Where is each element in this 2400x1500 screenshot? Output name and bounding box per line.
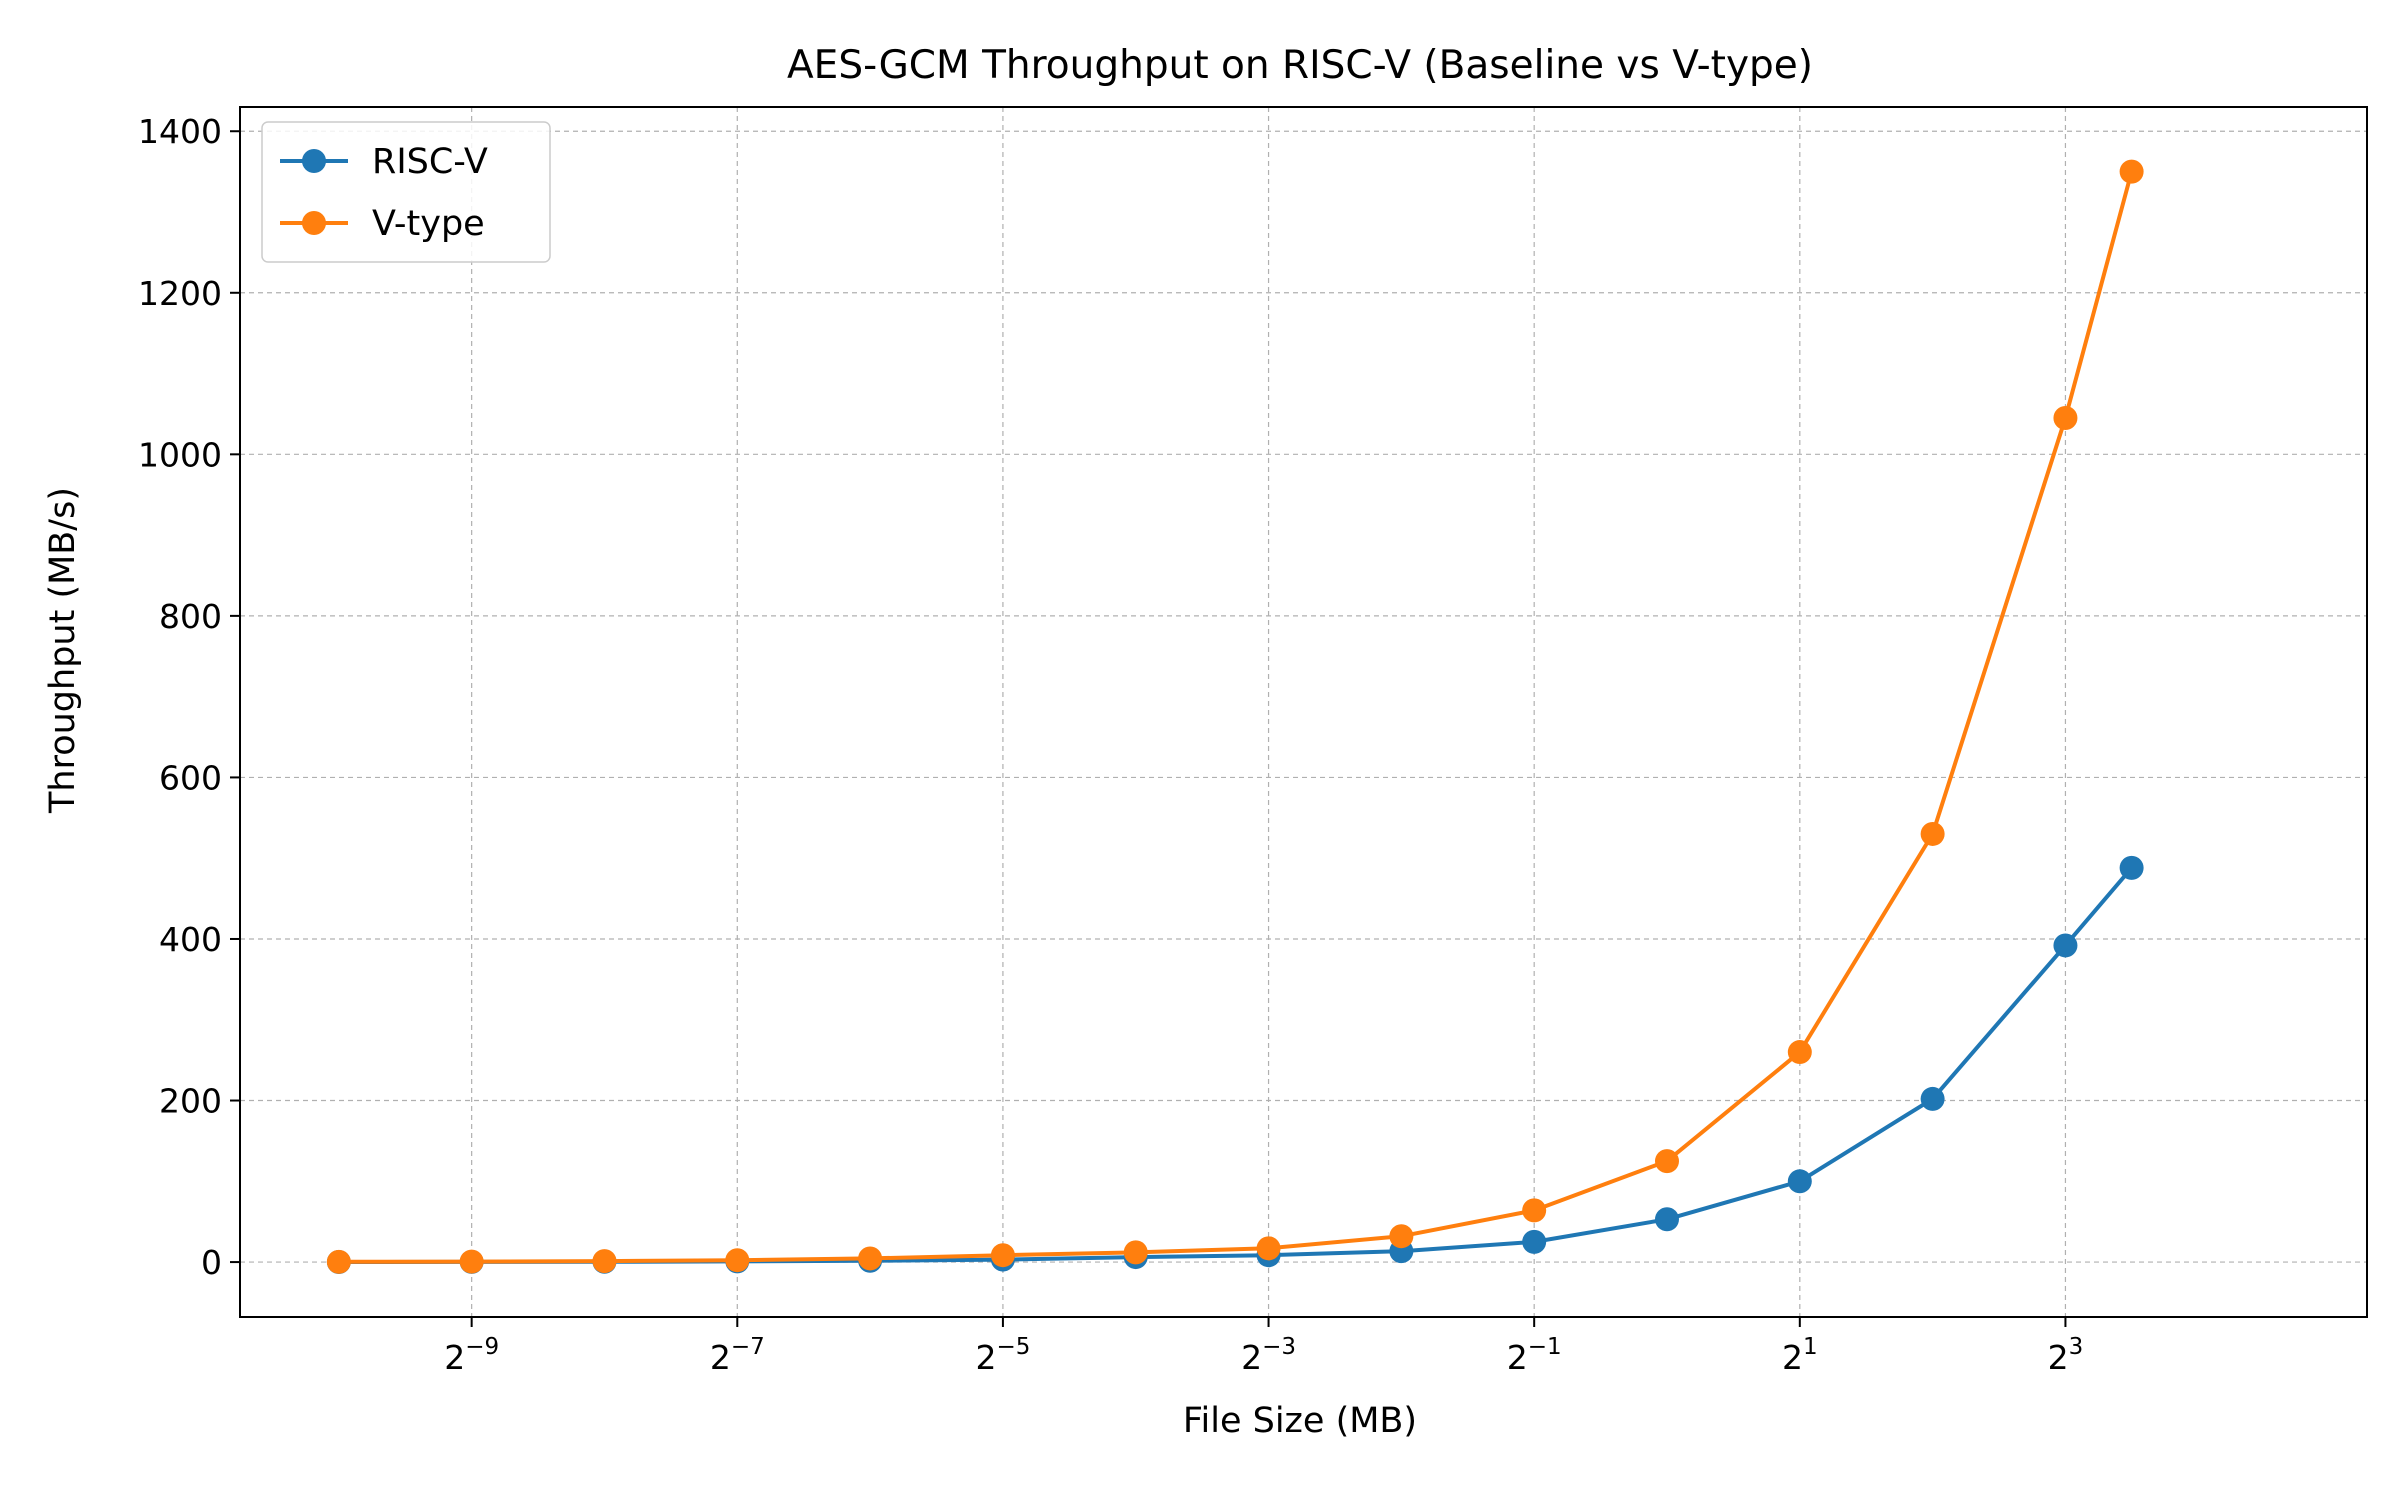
x-tick-label: 2−5: [975, 1334, 1030, 1377]
plot-frame: [239, 106, 2368, 1318]
data-point: [1522, 1229, 1547, 1254]
x-tick-exponent: −1: [1528, 1334, 1562, 1360]
y-tick-label: 1400: [138, 112, 222, 151]
y-tick-label: 1200: [138, 274, 222, 313]
y-tick-label: 600: [159, 758, 222, 797]
x-tick-exponent: −9: [465, 1334, 499, 1360]
x-tick-exponent: −3: [1262, 1334, 1296, 1360]
legend-swatch-marker: [302, 211, 326, 235]
data-point: [2053, 405, 2078, 430]
data-point: [1389, 1224, 1414, 1249]
grid: [240, 107, 2367, 1317]
x-tick-base: 2: [975, 1338, 996, 1377]
legend-item: RISC-V: [280, 142, 488, 182]
data-point: [1920, 821, 1945, 846]
legend-label: RISC-V: [372, 142, 488, 182]
data-point: [592, 1249, 617, 1274]
legend-swatch-marker: [302, 149, 326, 173]
x-tick-label: 2−7: [710, 1334, 765, 1377]
x-tick-label: 2−9: [444, 1334, 499, 1377]
legend-item: V-type: [280, 204, 485, 244]
data-point: [990, 1243, 1015, 1268]
y-tick-label: 400: [159, 920, 222, 959]
data-point: [725, 1248, 750, 1273]
series-v-type: [326, 159, 2144, 1274]
x-tick-base: 2: [1241, 1338, 1262, 1377]
data-point: [1654, 1207, 1679, 1232]
legend-label: V-type: [372, 204, 485, 244]
y-tick-label: 800: [159, 597, 222, 636]
y-tick-label: 0: [201, 1243, 222, 1282]
x-tick-base: 2: [2048, 1338, 2069, 1377]
data-point: [2119, 855, 2144, 880]
y-tick-label: 1000: [138, 435, 222, 474]
x-tick-label: 21: [1782, 1334, 1818, 1377]
x-tick-exponent: −5: [996, 1334, 1030, 1360]
data-point: [1787, 1040, 1812, 1065]
plot-series: [326, 159, 2144, 1274]
data-point: [858, 1246, 883, 1271]
x-tick-base: 2: [1507, 1338, 1528, 1377]
x-tick-base: 2: [1782, 1338, 1803, 1377]
data-point: [326, 1249, 351, 1274]
data-point: [1787, 1169, 1812, 1194]
data-point: [1920, 1086, 1945, 1111]
data-point: [2053, 933, 2078, 958]
x-axis-label: File Size (MB): [1183, 1401, 1417, 1441]
y-tick-label: 200: [159, 1082, 222, 1121]
x-tick-base: 2: [444, 1338, 465, 1377]
x-tick-exponent: 3: [2069, 1334, 2084, 1360]
data-point: [1123, 1240, 1148, 1265]
data-point: [1256, 1236, 1281, 1261]
x-tick-exponent: 1: [1803, 1334, 1818, 1360]
data-point: [1654, 1149, 1679, 1174]
x-tick-label: 2−3: [1241, 1334, 1296, 1377]
x-tick-exponent: −7: [731, 1334, 765, 1360]
legend: RISC-V V-type: [261, 121, 551, 263]
data-point: [1522, 1198, 1547, 1223]
data-point: [459, 1249, 484, 1274]
legend-box: [261, 121, 551, 263]
y-axis-label: Throughput (MB/s): [43, 487, 83, 814]
x-tick-base: 2: [710, 1338, 731, 1377]
x-tick-label: 23: [2048, 1334, 2084, 1377]
data-point: [2119, 159, 2144, 184]
x-tick-label: 2−1: [1507, 1334, 1562, 1377]
chart-title: AES-GCM Throughput on RISC-V (Baseline v…: [787, 43, 1813, 88]
